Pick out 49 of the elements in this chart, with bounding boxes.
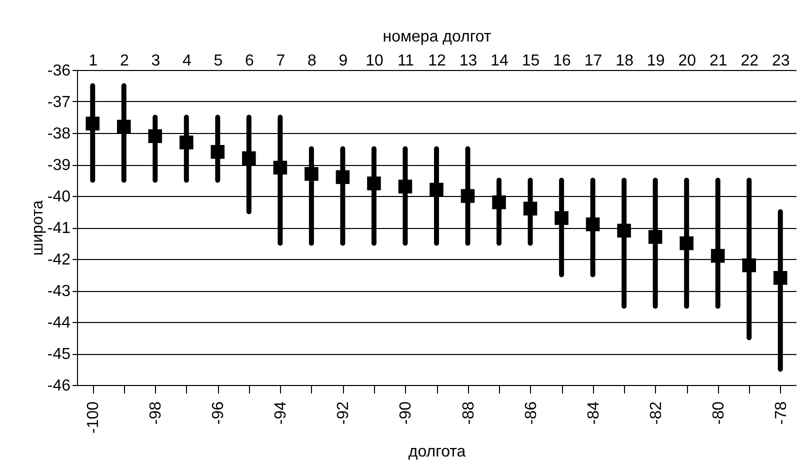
x-tick-label: -82 [648,401,665,425]
x2-tick-label: 10 [366,52,384,70]
x2-tick-label: 21 [709,52,728,70]
x2-tick-label: 7 [276,52,286,70]
x2-tick-label: 13 [459,52,478,70]
x2-tick-label: 9 [338,52,348,70]
x2-tick-label: 1 [88,52,98,70]
x-tick-label: -94 [272,401,290,425]
x2-tick-label: 2 [120,52,129,70]
x-tick-label: -98 [148,401,165,425]
x2-tick-label: 20 [678,52,696,70]
x-tick-label: -78 [772,401,790,425]
x2-tick-label: 11 [397,52,414,70]
x-tick-label: -92 [335,401,352,425]
x2-axis-title: номера долгот [382,28,492,46]
x-tick-label: -90 [398,401,415,425]
y-tick-label: -45 [47,346,71,363]
x2-tick-label: 19 [646,52,665,70]
x-axis-title: долгота [408,444,466,461]
x2-tick-label: 12 [428,52,446,70]
x2-tick-label: 4 [182,52,192,70]
x2-tick-label: 18 [616,52,634,70]
x2-tick-label: 8 [308,52,317,70]
y-tick-label: -36 [47,62,71,80]
x2-tick-label: 3 [151,52,160,70]
x2-tick-label: 5 [214,52,223,70]
x2-tick-label: 22 [740,52,759,70]
y-tick-label: -37 [47,94,71,111]
x2-tick-label: 15 [522,52,540,70]
x-tick-label: -100 [85,401,102,434]
y-tick-label: -42 [47,252,71,268]
y-tick-label: -46 [47,378,71,394]
x-tick-label: -86 [522,401,540,425]
x2-tick-label: 16 [553,52,572,70]
x2-tick-label: 14 [490,52,509,70]
y-tick-label: -40 [47,188,71,206]
x2-tick-label: 17 [584,52,602,70]
x-tick-label: -84 [585,401,602,425]
x2-tick-label: 23 [772,52,790,70]
y-axis-title: широта [29,200,46,256]
y-tick-label: -39 [47,157,71,174]
x-tick-label: -88 [460,401,478,425]
x-tick-label: -96 [210,401,228,425]
y-tick-label: -38 [47,126,71,142]
y-tick-label: -43 [47,283,71,300]
y-tick-label: -44 [47,314,71,332]
y-tick-label: -41 [47,220,71,237]
x2-tick-label: 6 [244,52,254,70]
x-tick-label: -80 [710,401,728,425]
